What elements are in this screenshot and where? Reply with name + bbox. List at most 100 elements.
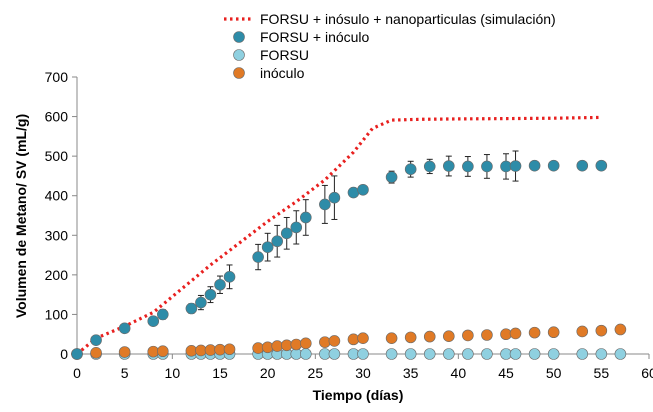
data-point <box>404 163 417 176</box>
legend-label: FORSU + inóculo <box>260 29 370 45</box>
data-point <box>90 334 102 346</box>
legend: FORSU + inósulo + nanoparticulas (simula… <box>224 11 556 81</box>
data-point <box>614 323 627 336</box>
data-point <box>528 326 541 339</box>
data-point <box>442 330 455 342</box>
x-tick-label: 30 <box>355 365 371 381</box>
data-point <box>528 348 541 360</box>
series-0 <box>75 115 602 356</box>
data-point <box>347 333 360 346</box>
data-point <box>271 235 284 248</box>
series-layer <box>71 115 627 360</box>
data-point <box>547 348 560 360</box>
data-point <box>223 271 236 283</box>
data-point <box>290 338 303 351</box>
y-tick-label: 700 <box>45 69 69 85</box>
legend-label: FORSU + inósulo + nanoparticulas (simula… <box>260 11 556 27</box>
data-point <box>442 160 455 172</box>
data-point <box>71 348 83 360</box>
legend-swatch <box>233 67 245 79</box>
y-tick-label: 0 <box>60 346 68 362</box>
data-point <box>481 348 493 360</box>
data-point <box>385 348 398 360</box>
data-point <box>118 346 131 358</box>
data-point <box>509 348 522 360</box>
data-point <box>404 348 417 360</box>
data-point <box>319 198 331 211</box>
x-tick-label: 25 <box>308 365 324 381</box>
data-point <box>462 348 474 360</box>
data-point <box>147 315 160 327</box>
legend-label: FORSU <box>260 47 309 63</box>
data-point <box>547 159 560 172</box>
data-point <box>481 160 493 173</box>
data-point <box>462 329 474 342</box>
data-point <box>118 322 131 335</box>
data-point <box>576 348 589 360</box>
data-point <box>528 159 541 172</box>
data-point <box>576 159 589 172</box>
legend-item-3: inóculo <box>233 65 305 81</box>
data-point <box>509 160 522 172</box>
y-tick-label: 300 <box>45 227 69 243</box>
data-point <box>157 308 169 321</box>
data-point <box>90 347 102 359</box>
x-tick-label: 40 <box>451 365 467 381</box>
data-point <box>509 327 522 340</box>
data-point <box>328 335 341 347</box>
axes: 0 100 200 300 400 500 600 700 0 5 10 15 20 25 30 35 40 45… <box>45 69 653 381</box>
legend-item-0: FORSU + inósulo + nanoparticulas (simula… <box>224 11 556 27</box>
data-point <box>252 251 264 263</box>
data-point <box>462 160 474 173</box>
series-1 <box>71 150 608 360</box>
data-point <box>595 159 608 172</box>
data-point <box>357 332 369 344</box>
data-point <box>442 348 455 360</box>
x-tick-label: 15 <box>212 365 228 381</box>
legend-swatch <box>233 49 245 61</box>
data-point <box>357 183 369 196</box>
data-point <box>261 241 274 253</box>
x-tick-label: 55 <box>594 365 610 381</box>
data-point <box>357 348 369 360</box>
data-point <box>385 171 398 183</box>
data-point <box>299 348 312 360</box>
data-point <box>328 348 341 360</box>
data-point <box>595 324 608 337</box>
data-point <box>385 332 398 344</box>
data-point <box>423 330 436 343</box>
data-point <box>481 329 493 341</box>
x-tick-label: 0 <box>73 365 81 381</box>
data-point <box>576 325 589 338</box>
data-point <box>299 337 312 350</box>
data-point <box>157 345 169 358</box>
data-point <box>614 348 627 360</box>
data-point <box>404 331 417 344</box>
x-axis-title: Tiempo (días) <box>313 387 404 403</box>
data-point <box>319 336 331 348</box>
x-tick-label: 5 <box>121 365 129 381</box>
data-point <box>423 348 436 360</box>
data-point <box>261 341 274 354</box>
x-tick-label: 45 <box>498 365 514 381</box>
y-tick-label: 400 <box>45 188 69 204</box>
data-point <box>290 221 303 234</box>
series-line <box>75 115 602 356</box>
x-tick-label: 35 <box>403 365 419 381</box>
y-tick-label: 200 <box>45 267 69 283</box>
legend-label: inóculo <box>260 65 305 81</box>
data-point <box>595 348 608 360</box>
data-point <box>185 302 198 315</box>
data-point <box>423 160 436 173</box>
data-point <box>214 278 226 291</box>
y-axis-title: Volumen de Metano/ SV (mL/g) <box>13 114 29 318</box>
data-point <box>280 227 293 240</box>
data-point <box>547 326 560 339</box>
legend-swatch <box>233 31 245 43</box>
x-tick-label: 60 <box>641 365 653 381</box>
legend-item-1: FORSU + inóculo <box>233 29 370 45</box>
y-tick-label: 100 <box>45 306 69 322</box>
data-point <box>328 191 341 204</box>
